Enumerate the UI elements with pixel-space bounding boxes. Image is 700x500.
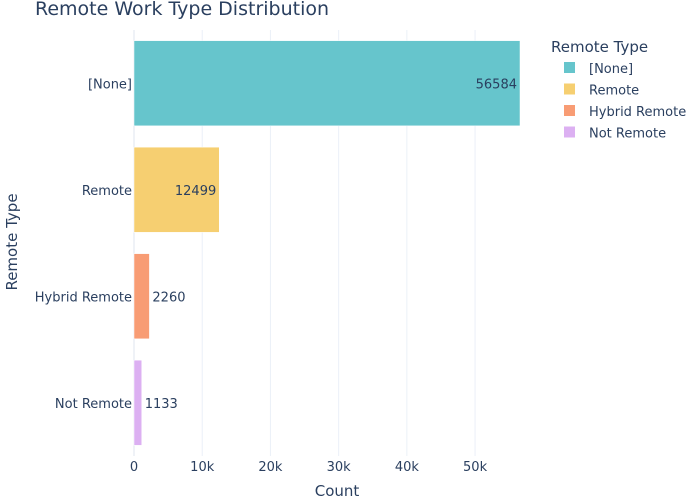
data-label-remote: 12499	[175, 184, 216, 199]
x-tick-label-20k: 20k	[258, 460, 283, 475]
data-label-none: 56584	[476, 77, 517, 92]
x-tick-label-50k: 50k	[463, 460, 488, 475]
y-axis-ticks: [None] Remote Hybrid Remote Not Remote	[35, 77, 132, 412]
x-tick-label-10k: 10k	[190, 460, 215, 475]
legend-label-none: [None]	[589, 62, 633, 77]
legend-swatch-hybrid-remote	[564, 105, 575, 116]
data-label-hybrid-remote: 2260	[152, 290, 185, 305]
legend-swatch-remote	[564, 83, 575, 95]
legend-label-remote: Remote	[589, 84, 639, 99]
x-axis-title: Count	[315, 482, 360, 500]
y-tick-label-hybrid-remote: Hybrid Remote	[35, 290, 132, 305]
bars	[133, 40, 521, 446]
legend: [None] Remote Hybrid Remote Not Remote	[564, 62, 686, 142]
bar-not-remote[interactable]	[133, 359, 142, 446]
x-tick-label-40k: 40k	[395, 460, 420, 475]
legend-label-not-remote: Not Remote	[589, 127, 666, 142]
x-axis-ticks: 0 10k 20k 30k 40k 50k	[130, 460, 488, 475]
chart-title: Remote Work Type Distribution	[35, 0, 329, 20]
legend-item-hybrid-remote[interactable]: Hybrid Remote	[564, 105, 686, 120]
bar-remote[interactable]	[133, 146, 220, 233]
y-tick-label-not-remote: Not Remote	[55, 397, 132, 412]
bar-none[interactable]	[133, 40, 521, 127]
y-tick-label-none: [None]	[88, 77, 132, 92]
legend-item-remote[interactable]: Remote	[564, 83, 639, 99]
y-axis-title: Remote Type	[3, 193, 21, 290]
x-tick-label-0: 0	[130, 460, 138, 475]
legend-title: Remote Type	[551, 38, 648, 56]
data-labels: 56584 12499 2260 1133	[145, 77, 517, 412]
y-tick-label-remote: Remote	[82, 184, 132, 199]
legend-swatch-not-remote	[564, 126, 575, 138]
x-tick-label-30k: 30k	[327, 460, 352, 475]
legend-item-not-remote[interactable]: Not Remote	[564, 126, 666, 142]
data-label-not-remote: 1133	[145, 397, 178, 412]
legend-label-hybrid-remote: Hybrid Remote	[589, 105, 686, 120]
bar-hybrid-remote[interactable]	[133, 253, 150, 340]
legend-swatch-none	[564, 62, 575, 73]
legend-item-none[interactable]: [None]	[564, 62, 633, 77]
